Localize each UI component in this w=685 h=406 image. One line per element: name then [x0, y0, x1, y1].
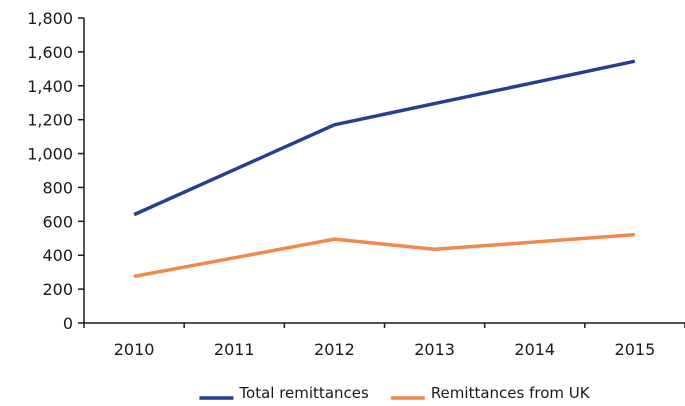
y-tick-label: 200: [42, 280, 73, 299]
y-tick-label: 1,800: [27, 9, 73, 28]
legend-item: Remittances from UK: [390, 384, 591, 402]
x-tick-label: 2013: [414, 340, 455, 359]
series-line-1: [133, 59, 636, 217]
legend: Total remittances Remittances from UK: [199, 384, 591, 402]
x-tick-label: 2015: [615, 340, 656, 359]
y-tick-label: 600: [42, 212, 73, 231]
y-tick-label: 1,000: [27, 145, 73, 164]
x-tick-label: 2012: [314, 340, 355, 359]
x-axis: 2010 2011 2012 2013 2014 2015: [83, 322, 685, 359]
x-tick-label: 2010: [114, 340, 155, 359]
legend-label: Remittances from UK: [431, 384, 591, 402]
legend-label: Total remittances: [238, 384, 369, 402]
y-tick-label: 400: [42, 246, 73, 265]
x-tick-label: 2014: [514, 340, 555, 359]
y-tick-label: 800: [42, 178, 73, 197]
series-line-2: [133, 232, 636, 279]
x-tick-label: 2011: [214, 340, 255, 359]
y-tick-label: 0: [63, 314, 73, 333]
y-tick-label: 1,200: [27, 111, 73, 130]
y-axis: 0 200 400 600 800 1,000 1,200 1,400 1,600 1,800: [27, 9, 85, 333]
legend-item: Total remittances: [199, 384, 369, 402]
y-tick-label: 1,400: [27, 77, 73, 96]
series-layer: [133, 59, 636, 279]
y-tick-label: 1,600: [27, 43, 73, 62]
